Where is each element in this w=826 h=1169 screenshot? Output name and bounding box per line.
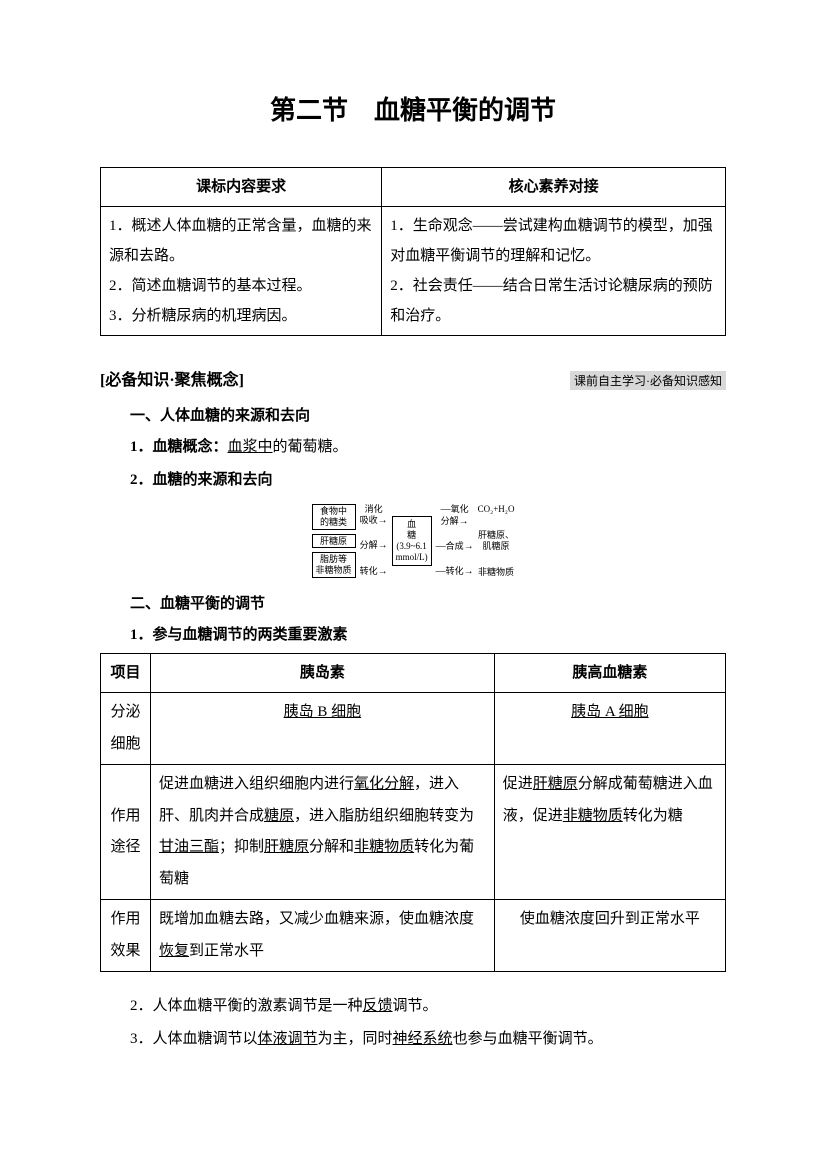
hormone-row-label: 作用途径 xyxy=(101,765,151,900)
hormone-cell: 胰岛 A 细胞 xyxy=(494,693,725,765)
diagram-label: —合成→ xyxy=(436,541,474,553)
diagram-label: 分解→ xyxy=(360,540,388,552)
standards-left-cell: 1．概述人体血糖的正常含量，血糖的来源和去路。 2．简述血糖调节的基本过程。 3… xyxy=(101,207,382,336)
hormone-cell: 既增加血糖去路，又减少血糖来源，使血糖浓度恢复到正常水平 xyxy=(151,900,495,972)
section-note: 课前自主学习·必备知识感知 xyxy=(570,371,726,390)
hormone-header: 项目 xyxy=(101,654,151,693)
diagram-output: 非糖物质 xyxy=(478,567,515,578)
standards-header-right: 核心素养对接 xyxy=(382,168,726,207)
section-label: [必备知识·聚焦概念] 课前自主学习·必备知识感知 xyxy=(100,366,726,390)
hormone-cell: 促进肝糖原分解成葡萄糖进入血液，促进非糖物质转化为糖 xyxy=(494,765,725,900)
diagram-box: 食物中的糖类 xyxy=(312,504,356,530)
diagram-output: CO₂+H₂O xyxy=(478,504,515,515)
sources-title: 2．血糖的来源和去向 xyxy=(100,466,726,495)
concept-prefix: 1．血糖概念： xyxy=(130,439,228,455)
concept-suffix: 的葡萄糖。 xyxy=(273,439,348,455)
diagram-center: 血糖(3.9~6.1mmol/L) xyxy=(392,516,432,565)
hormone-intro: 1．参与血糖调节的两类重要激素 xyxy=(100,621,726,650)
page-title: 第二节 血糖平衡的调节 xyxy=(100,90,726,127)
standards-left-item: 3．分析糖尿病的机理病因。 xyxy=(109,301,373,331)
closing-line-3: 3．人体血糖调节以体液调节为主，同时神经系统也参与血糖平衡调节。 xyxy=(100,1025,726,1054)
hormone-cell: 胰岛 B 细胞 xyxy=(151,693,495,765)
closing-line-2: 2．人体血糖平衡的激素调节是一种反馈调节。 xyxy=(100,992,726,1021)
diagram-box: 肝糖原 xyxy=(312,534,356,549)
diagram-label: —转化→ xyxy=(436,566,474,578)
standards-right-item: 1．生命观念——尝试建构血糖调节的模型，加强对血糖平衡调节的理解和记忆。 xyxy=(390,211,717,271)
subsection-1-title: 一、人体血糖的来源和去向 xyxy=(100,404,726,425)
concept-line: 1．血糖概念：血浆中的葡萄糖。 xyxy=(100,433,726,462)
section-label-text: [必备知识·聚焦概念] xyxy=(100,366,244,390)
hormone-cell: 使血糖浓度回升到正常水平 xyxy=(494,900,725,972)
standards-right-cell: 1．生命观念——尝试建构血糖调节的模型，加强对血糖平衡调节的理解和记忆。 2．社… xyxy=(382,207,726,336)
hormone-header: 胰高血糖素 xyxy=(494,654,725,693)
standards-header-left: 课标内容要求 xyxy=(101,168,382,207)
diagram-label: —氧化分解→ xyxy=(436,504,474,528)
blood-sugar-diagram: 食物中的糖类 肝糖原 脂肪等非糖物质 消化吸收→ 分解→ 转化→ 血糖(3.9~… xyxy=(268,504,558,578)
hormone-header: 胰岛素 xyxy=(151,654,495,693)
standards-left-item: 1．概述人体血糖的正常含量，血糖的来源和去路。 xyxy=(109,211,373,271)
standards-left-item: 2．简述血糖调节的基本过程。 xyxy=(109,271,373,301)
hormone-row-label: 作用效果 xyxy=(101,900,151,972)
diagram-output: 肝糖原、肌糖原 xyxy=(478,530,515,552)
hormone-table: 项目 胰岛素 胰高血糖素 分泌细胞 胰岛 B 细胞 胰岛 A 细胞 作用途径 促… xyxy=(100,653,726,972)
diagram-label: 转化→ xyxy=(360,566,388,578)
standards-right-item: 2．社会责任——结合日常生活讨论糖尿病的预防和治疗。 xyxy=(390,271,717,331)
hormone-cell: 促进血糖进入组织细胞内进行氧化分解，进入肝、肌肉并合成糖原，进入脂肪组织细胞转变… xyxy=(151,765,495,900)
hormone-row-label: 分泌细胞 xyxy=(101,693,151,765)
standards-table: 课标内容要求 核心素养对接 1．概述人体血糖的正常含量，血糖的来源和去路。 2．… xyxy=(100,167,726,336)
concept-underline: 血浆中 xyxy=(228,439,273,455)
diagram-label: 消化吸收→ xyxy=(360,504,388,527)
subsection-2-title: 二、血糖平衡的调节 xyxy=(100,592,726,613)
diagram-box: 脂肪等非糖物质 xyxy=(312,552,356,578)
